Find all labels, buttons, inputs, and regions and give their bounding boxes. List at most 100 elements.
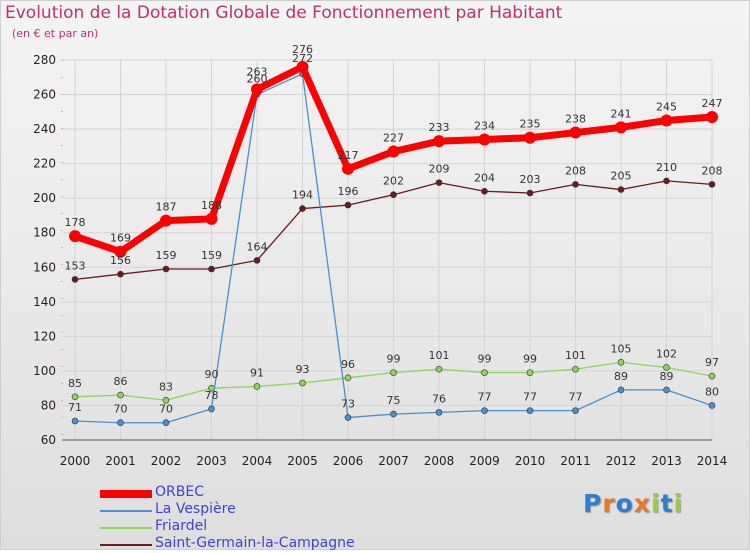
data-point: [160, 214, 172, 227]
series-layer: [69, 60, 718, 427]
data-label: 196: [338, 185, 359, 198]
y-tick-label: 140: [33, 295, 56, 309]
data-label: 234: [474, 119, 495, 132]
data-label: 276: [292, 43, 313, 56]
data-point: [481, 369, 488, 376]
data-label: 260: [247, 73, 268, 86]
y-tick-label: 160: [33, 260, 56, 274]
x-tick-label: 2004: [242, 454, 273, 468]
data-point: [117, 270, 124, 278]
chart-subtitle: (en € et par an): [12, 27, 99, 40]
data-point: [708, 181, 716, 188]
data-labels: 178 169 187 188 263 276 217 227 233 234 235 238 241 2…: [65, 43, 723, 416]
data-point: [708, 402, 716, 409]
data-point: [526, 369, 534, 376]
data-label: 99: [523, 353, 537, 366]
data-label: 89: [614, 370, 628, 383]
data-point: [69, 230, 81, 243]
data-point: [299, 379, 306, 387]
data-point: [617, 186, 625, 193]
data-label: 204: [474, 171, 495, 184]
legend-label: ORBEC: [155, 484, 204, 500]
data-point: [478, 133, 491, 146]
x-tick-label: 2006: [333, 454, 364, 468]
data-label: 78: [205, 389, 219, 402]
data-label: 77: [478, 391, 492, 404]
data-label: 227: [383, 132, 404, 145]
data-label: 105: [611, 342, 632, 355]
data-label: 97: [705, 356, 719, 369]
data-point: [481, 407, 488, 414]
data-label: 202: [383, 175, 404, 188]
data-label: 101: [429, 349, 450, 362]
data-point: [617, 358, 625, 366]
legend-swatch: [100, 527, 152, 529]
data-label: 159: [156, 249, 177, 262]
x-tick-label: 2011: [560, 454, 591, 468]
y-tick-label: 60: [41, 433, 56, 447]
data-point: [114, 245, 127, 258]
data-point: [208, 265, 215, 273]
x-tick-label: 2000: [60, 454, 91, 468]
data-point: [390, 191, 397, 199]
data-point: [71, 417, 79, 425]
x-tick-label: 2007: [378, 454, 409, 468]
x-tick-label: 2010: [515, 454, 546, 468]
legend-swatch: [100, 510, 152, 512]
legend-swatch: [100, 490, 152, 498]
data-point: [663, 177, 670, 185]
data-label: 153: [65, 259, 86, 272]
data-point: [390, 369, 397, 376]
data-label: 75: [387, 394, 401, 407]
data-point: [71, 393, 79, 401]
data-label: 70: [114, 403, 128, 416]
data-label: 99: [478, 353, 492, 366]
data-point: [344, 414, 352, 421]
x-tick-label: 2005: [287, 454, 318, 468]
data-label: 77: [523, 391, 537, 404]
x-tick-label: 2002: [151, 454, 182, 468]
data-label: 83: [159, 380, 173, 393]
y-tick-label: 260: [33, 88, 56, 102]
data-point: [117, 391, 124, 399]
data-label: 194: [292, 189, 313, 202]
y-tick-label: 100: [33, 364, 56, 378]
data-label: 235: [520, 118, 541, 131]
data-label: 188: [201, 199, 222, 212]
data-label: 159: [201, 249, 222, 262]
data-label: 102: [656, 347, 677, 360]
y-tick-label: 220: [33, 157, 56, 171]
data-label: 99: [387, 353, 401, 366]
y-tick-label: 180: [33, 226, 56, 240]
data-point: [251, 83, 263, 96]
data-point: [615, 121, 627, 134]
legend-label: Saint-Germain-la-Campagne: [155, 535, 355, 551]
data-point: [435, 409, 443, 416]
data-point: [387, 145, 400, 158]
data-label: 73: [341, 398, 355, 411]
data-label: 156: [110, 254, 131, 267]
data-label: 203: [520, 173, 541, 186]
data-label: 272: [292, 52, 313, 65]
data-point: [342, 162, 354, 175]
legend-label: La Vespière: [155, 501, 236, 517]
data-label: 80: [705, 385, 719, 398]
data-point: [572, 407, 579, 414]
x-tick-label: 2013: [651, 454, 682, 468]
y-tick-label: 200: [33, 191, 56, 205]
data-label: 76: [432, 392, 446, 405]
data-point: [572, 181, 579, 188]
data-point: [526, 189, 534, 197]
data-point: [660, 114, 673, 127]
data-point: [205, 212, 218, 225]
data-point: [390, 410, 397, 418]
data-label: 96: [341, 358, 355, 371]
data-label: 90: [205, 368, 219, 381]
data-point: [708, 372, 716, 380]
y-tick-label: 280: [33, 53, 56, 67]
data-label: 263: [247, 65, 268, 78]
chart-title: Evolution de la Dotation Globale de Fonc…: [5, 3, 563, 23]
data-point: [524, 131, 536, 144]
x-tick-label: 2014: [697, 454, 728, 468]
data-label: 101: [565, 349, 586, 362]
